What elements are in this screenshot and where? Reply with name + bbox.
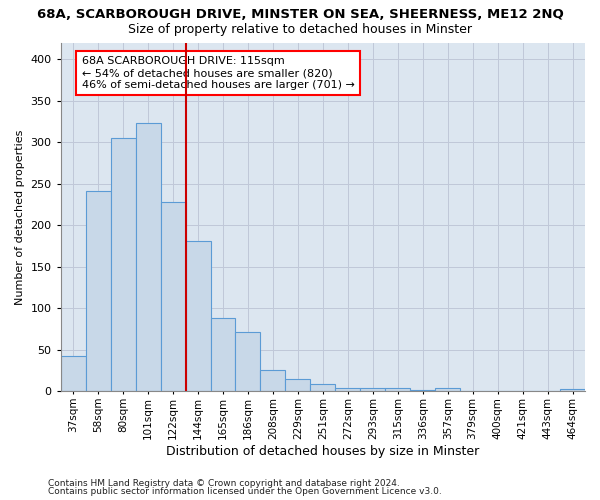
Bar bbox=[235, 332, 260, 392]
Bar bbox=[410, 390, 435, 392]
Bar bbox=[310, 384, 335, 392]
Bar bbox=[435, 388, 460, 392]
Text: Contains HM Land Registry data © Crown copyright and database right 2024.: Contains HM Land Registry data © Crown c… bbox=[48, 478, 400, 488]
Text: 68A SCARBOROUGH DRIVE: 115sqm
← 54% of detached houses are smaller (820)
46% of : 68A SCARBOROUGH DRIVE: 115sqm ← 54% of d… bbox=[82, 56, 355, 90]
Bar bbox=[86, 191, 110, 392]
Bar bbox=[185, 241, 211, 392]
Text: Size of property relative to detached houses in Minster: Size of property relative to detached ho… bbox=[128, 22, 472, 36]
Bar bbox=[110, 138, 136, 392]
Bar bbox=[560, 389, 585, 392]
Bar bbox=[385, 388, 410, 392]
Bar bbox=[286, 379, 310, 392]
Bar bbox=[161, 202, 185, 392]
Bar bbox=[335, 388, 361, 392]
Bar bbox=[361, 388, 385, 392]
Bar bbox=[211, 318, 235, 392]
Bar bbox=[136, 123, 161, 392]
X-axis label: Distribution of detached houses by size in Minster: Distribution of detached houses by size … bbox=[166, 444, 479, 458]
Text: 68A, SCARBOROUGH DRIVE, MINSTER ON SEA, SHEERNESS, ME12 2NQ: 68A, SCARBOROUGH DRIVE, MINSTER ON SEA, … bbox=[37, 8, 563, 20]
Bar bbox=[61, 356, 86, 392]
Y-axis label: Number of detached properties: Number of detached properties bbox=[15, 129, 25, 304]
Text: Contains public sector information licensed under the Open Government Licence v3: Contains public sector information licen… bbox=[48, 487, 442, 496]
Bar bbox=[260, 370, 286, 392]
